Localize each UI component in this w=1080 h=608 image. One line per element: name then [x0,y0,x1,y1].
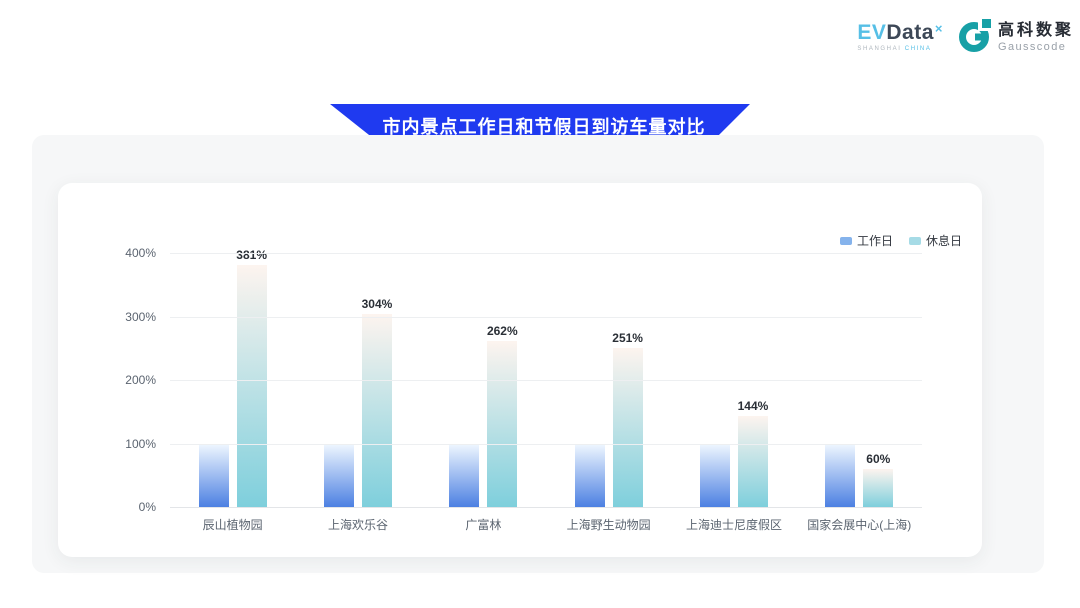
gridline [170,380,922,381]
bar-restday[interactable]: 381% [236,248,267,507]
bar-groups: 381% 304% 262% 251% 144% 60% [170,248,922,507]
chart-card: 工作日 休息日 381% 304% 262% 251% 144% 60% 辰山植物园 上海欢乐… [58,183,982,557]
bar-workday[interactable] [449,443,480,507]
header-logos: EVData× SHANGHAI CHINA 高科数聚 Gausscode [857,17,1074,58]
gridline [170,253,922,254]
gridline [170,443,922,445]
bar-value-label: 144% [737,398,769,413]
legend-marker-icon [839,236,852,245]
x-axis-labels: 辰山植物园 上海欢乐谷 广富林 上海野生动物园 上海迪士尼度假区 国家会展中心(上海) [170,516,922,533]
gridline [170,316,922,318]
legend-item-restday[interactable]: 休息日 [908,232,962,249]
evdata-logo: EVData× SHANGHAI CHINA [857,17,943,52]
bar-workday[interactable] [198,443,229,507]
bar-restday[interactable]: 144% [738,399,768,507]
bar-group: 262% [421,253,546,507]
y-axis-tick-label: 0% [138,500,156,514]
bar-group: 60% [797,253,922,507]
bar-value-label: 304% [361,296,393,311]
plot-area: 381% 304% 262% 251% 144% 60% [170,248,922,508]
x-axis-category-label: 上海野生动物园 [566,518,651,532]
bar-workday[interactable] [825,443,856,507]
bar-restday[interactable]: 304% [362,297,392,507]
bar-value-label: 60% [866,451,891,466]
bar-value-label: 381% [236,248,268,263]
legend-label: 工作日 [856,234,893,248]
x-axis-category-label: 上海迪士尼度假区 [685,518,782,532]
x-axis-category-label: 辰山植物园 [202,518,263,532]
gausscode-logo: 高科数聚 Gausscode [958,17,1074,58]
chart-legend: 工作日 休息日 [839,232,962,249]
evdata-ev-text: EV [857,21,887,44]
bar-workday[interactable] [323,443,354,507]
bar-restday[interactable]: 251% [612,331,643,507]
bar-workday[interactable] [699,443,730,507]
gausscode-g-icon [958,17,992,58]
legend-marker-icon [908,236,921,245]
evdata-wordmark: EVData× [857,22,943,43]
y-axis-tick-label: 200% [125,373,156,387]
bar-value-label: 251% [612,330,643,345]
evdata-x-icon: × [934,21,943,36]
legend-item-workday[interactable]: 工作日 [839,232,893,249]
bar-group: 381% [170,248,295,507]
x-axis-category-label: 上海欢乐谷 [327,518,388,532]
evdata-data-text: Data [886,21,934,44]
bar-value-label: 262% [486,323,518,338]
gausscode-cn-name: 高科数聚 [997,22,1074,40]
evdata-subtext-right: CHINA [904,46,932,52]
evdata-subtext-left: SHANGHAI [857,46,902,52]
evdata-subtext: SHANGHAI CHINA [857,46,931,52]
gausscode-en-name: Gausscode [997,40,1067,53]
bar-group: 251% [546,253,671,507]
y-axis-tick-label: 100% [125,436,156,451]
bar-workday[interactable] [574,443,605,507]
legend-label: 休息日 [925,234,962,248]
page-title: 市内景点工作日和节假日到访车量对比 [382,117,706,137]
x-axis-category-label: 广富林 [465,518,502,532]
x-axis-category-label: 国家会展中心(上海) [807,518,912,532]
bar-group: 304% [295,253,420,507]
y-axis-tick-label: 300% [125,309,156,324]
gausscode-text: 高科数聚 Gausscode [998,22,1074,52]
y-axis-tick-label: 400% [125,246,156,260]
chart-panel: 工作日 休息日 381% 304% 262% 251% 144% 60% 辰山植物园 上海欢乐… [32,135,1044,573]
bar-restday[interactable]: 60% [863,452,894,507]
bar-group: 144% [671,253,796,507]
bar-restday[interactable]: 262% [487,324,518,507]
